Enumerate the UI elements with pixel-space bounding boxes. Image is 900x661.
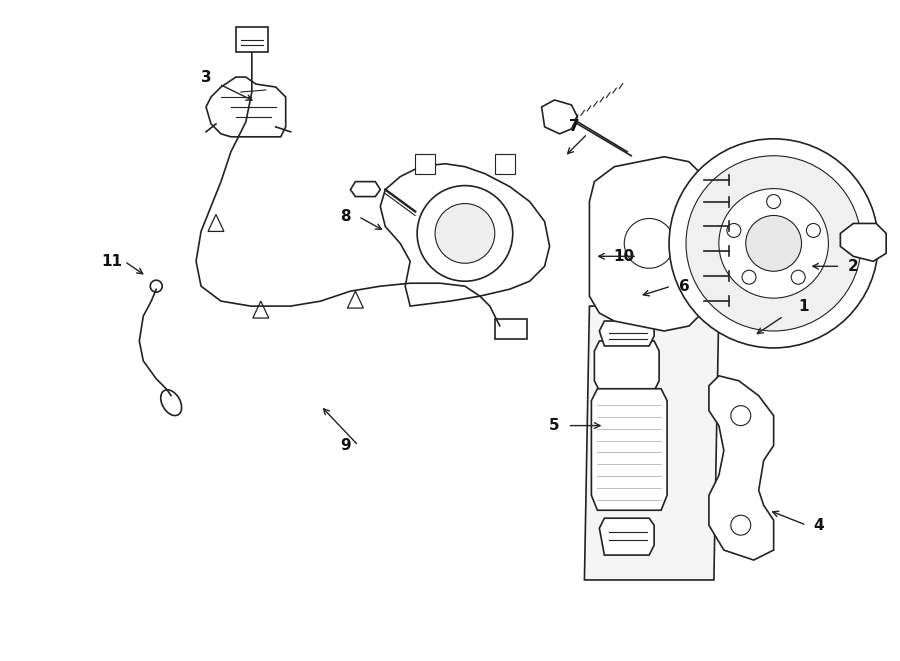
Text: 2: 2 [848,258,859,274]
Circle shape [435,204,495,263]
Text: 9: 9 [340,438,351,453]
Circle shape [727,223,741,237]
Circle shape [767,194,780,208]
Polygon shape [381,164,550,306]
Polygon shape [495,154,515,174]
Polygon shape [415,154,435,174]
Circle shape [150,280,162,292]
Polygon shape [590,157,704,331]
Polygon shape [591,389,667,510]
Polygon shape [208,214,224,231]
Circle shape [731,515,751,535]
Text: 4: 4 [813,518,824,533]
Text: 11: 11 [101,254,122,269]
Text: 8: 8 [340,209,351,224]
Circle shape [742,270,756,284]
Polygon shape [841,223,886,261]
Ellipse shape [161,390,182,416]
Circle shape [669,139,878,348]
Polygon shape [709,376,774,560]
Polygon shape [253,301,269,318]
Circle shape [625,219,674,268]
Text: 7: 7 [569,120,580,134]
Text: 1: 1 [798,299,809,313]
Text: 3: 3 [201,69,212,85]
Bar [495,319,526,339]
Polygon shape [584,306,719,580]
Polygon shape [428,279,443,296]
Circle shape [791,270,806,284]
Polygon shape [599,518,654,555]
Circle shape [746,215,802,271]
Text: 10: 10 [614,249,634,264]
Circle shape [417,186,513,281]
Circle shape [719,188,828,298]
Text: 5: 5 [549,418,560,433]
Polygon shape [206,77,285,137]
Circle shape [731,406,751,426]
Circle shape [806,223,821,237]
Circle shape [686,156,861,331]
Polygon shape [594,341,659,391]
Text: 6: 6 [679,279,689,293]
Bar [236,27,268,52]
Polygon shape [347,291,364,308]
Polygon shape [542,100,578,134]
Polygon shape [599,321,654,346]
Polygon shape [350,182,381,196]
